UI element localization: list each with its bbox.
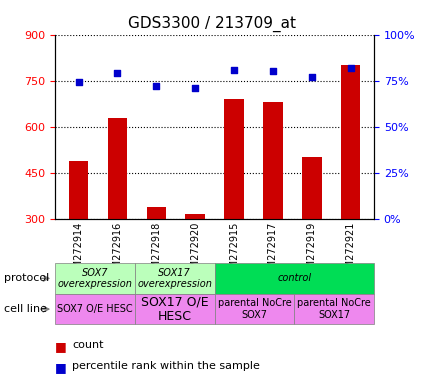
Bar: [69, 161, 88, 311]
Text: SOX17
overexpression: SOX17 overexpression: [137, 268, 212, 289]
Bar: [147, 207, 166, 311]
Text: SOX7 O/E HESC: SOX7 O/E HESC: [57, 304, 133, 314]
Point: [153, 83, 160, 89]
Text: SOX17 O/E
HESC: SOX17 O/E HESC: [141, 295, 209, 323]
Text: protocol: protocol: [4, 273, 49, 283]
Text: cell line: cell line: [4, 304, 47, 314]
Point: [192, 85, 198, 91]
Bar: [224, 99, 244, 311]
Point: [309, 74, 315, 80]
Bar: [108, 118, 127, 311]
Text: GDS3300 / 213709_at: GDS3300 / 213709_at: [128, 15, 297, 31]
Point: [114, 70, 121, 76]
Point: [75, 79, 82, 86]
Point: [231, 66, 238, 73]
Text: ■: ■: [55, 361, 67, 374]
Text: percentile rank within the sample: percentile rank within the sample: [72, 361, 260, 371]
Bar: [185, 214, 205, 311]
Text: SOX7
overexpression: SOX7 overexpression: [58, 268, 133, 289]
Point: [347, 65, 354, 71]
Bar: [263, 102, 283, 311]
Bar: [341, 65, 360, 311]
Text: ■: ■: [55, 340, 67, 353]
Text: control: control: [277, 273, 312, 283]
Text: parental NoCre
SOX17: parental NoCre SOX17: [297, 298, 371, 320]
Point: [269, 68, 276, 74]
Text: count: count: [72, 340, 104, 350]
Bar: [302, 157, 322, 311]
Text: parental NoCre
SOX7: parental NoCre SOX7: [218, 298, 292, 320]
